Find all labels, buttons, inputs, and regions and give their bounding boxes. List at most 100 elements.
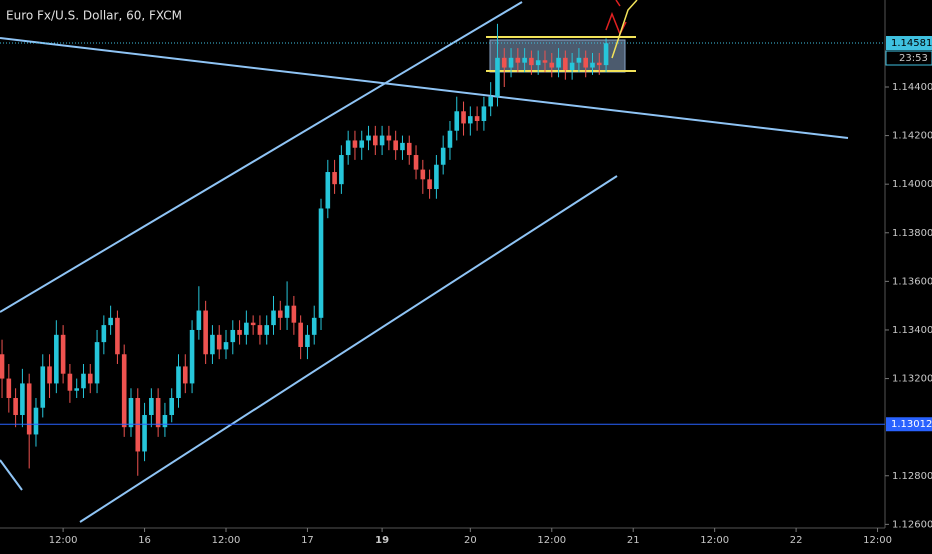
candle-body xyxy=(182,366,188,384)
x-tick-label: 12:00 xyxy=(863,535,892,546)
candle-body xyxy=(427,179,432,190)
candle-body xyxy=(250,322,256,326)
candle-body xyxy=(508,57,514,68)
channel-lower xyxy=(79,175,618,523)
candle-body xyxy=(60,334,66,374)
candle-body xyxy=(87,373,93,384)
candle-body xyxy=(556,57,561,68)
candle-body xyxy=(203,310,208,355)
candle-body xyxy=(284,305,290,318)
y-tick-label: 1.13200 xyxy=(892,374,932,385)
candle-body xyxy=(420,169,426,180)
candle-body xyxy=(366,135,371,141)
trend-line-short xyxy=(0,459,23,491)
candle-body xyxy=(352,140,358,148)
candle-body xyxy=(535,60,541,66)
y-tick-label: 1.13600 xyxy=(892,276,932,287)
candle-body xyxy=(81,373,86,389)
candle-body xyxy=(434,164,439,190)
trend-line xyxy=(0,37,849,139)
candle-body xyxy=(149,398,154,416)
candle-body xyxy=(115,317,120,355)
price-label: 1.13012 xyxy=(891,419,932,430)
candle-body xyxy=(230,329,236,343)
candle-body xyxy=(54,334,59,384)
candle-body xyxy=(461,111,466,124)
candle-body xyxy=(291,305,297,323)
candle-body xyxy=(563,57,568,70)
y-tick-label: 1.13400 xyxy=(892,325,932,336)
candle-body xyxy=(264,325,270,335)
candle-body xyxy=(386,135,392,141)
candle-body xyxy=(379,135,385,146)
candle-body xyxy=(47,366,52,384)
candle-body xyxy=(169,398,175,416)
marks xyxy=(0,23,609,476)
x-tick-label: 12:00 xyxy=(49,535,78,546)
countdown-box xyxy=(885,50,932,66)
candle-body xyxy=(196,310,202,330)
candle-body xyxy=(400,142,405,151)
candle-body xyxy=(447,130,453,148)
y-tick-label: 1.14200 xyxy=(892,131,932,142)
arrows xyxy=(605,0,638,59)
red-arrow-top xyxy=(615,0,621,7)
candle-body xyxy=(440,147,446,165)
candle-body xyxy=(576,57,582,63)
candle-body xyxy=(128,398,134,428)
candle-body xyxy=(6,378,12,399)
candle-body xyxy=(332,172,337,185)
y-tick-label: 1.12600 xyxy=(892,519,932,530)
candle-body xyxy=(26,383,32,435)
candle-body xyxy=(155,398,161,428)
candle-body xyxy=(345,140,351,156)
price-label-box xyxy=(886,36,932,51)
y-tick-label: 1.14000 xyxy=(892,179,932,190)
candle-body xyxy=(468,116,473,124)
candle-body xyxy=(311,317,317,335)
price-label-box xyxy=(886,417,932,432)
candle-body xyxy=(413,155,419,170)
candle-body xyxy=(223,342,229,350)
price-label: 1.14581 xyxy=(891,38,932,49)
candle-body xyxy=(0,354,5,379)
candle-body xyxy=(216,334,222,350)
y-tick-label: 1.12800 xyxy=(892,471,932,482)
yellow-arrow xyxy=(611,0,638,59)
candle-body xyxy=(121,354,127,428)
candle-body xyxy=(454,111,460,131)
x-tick-label: 12:00 xyxy=(537,535,566,546)
candle-body xyxy=(542,60,548,63)
candle-body xyxy=(406,142,412,156)
candle-body xyxy=(13,398,18,416)
candle-body xyxy=(603,43,609,66)
candle-body xyxy=(271,310,276,326)
y-tick-label: 1.13800 xyxy=(892,228,932,239)
candle-body xyxy=(162,415,168,428)
x-tick-label: 12:00 xyxy=(212,535,241,546)
candle-body xyxy=(74,388,79,391)
x-tick-label: 21 xyxy=(627,535,640,546)
x-tick-label: 19 xyxy=(375,535,389,546)
candle-body xyxy=(305,334,310,347)
y-tick-label: 1.14400 xyxy=(892,82,932,93)
x-tick-label: 17 xyxy=(301,535,314,546)
candle-body xyxy=(142,415,147,452)
candle-body xyxy=(529,57,534,66)
candle-body xyxy=(298,322,303,347)
candle-body xyxy=(359,140,365,148)
candle-body xyxy=(33,407,39,435)
candle-body xyxy=(257,325,263,335)
red-arrow xyxy=(605,11,627,36)
candle-body xyxy=(373,135,378,146)
candle-body xyxy=(488,96,493,107)
channel-upper xyxy=(0,1,523,313)
candle-body xyxy=(101,325,107,343)
candle-body xyxy=(481,106,487,122)
candle-body xyxy=(20,383,25,416)
candle-body xyxy=(108,317,113,326)
candle-body xyxy=(501,57,507,68)
candle-body xyxy=(515,57,521,63)
